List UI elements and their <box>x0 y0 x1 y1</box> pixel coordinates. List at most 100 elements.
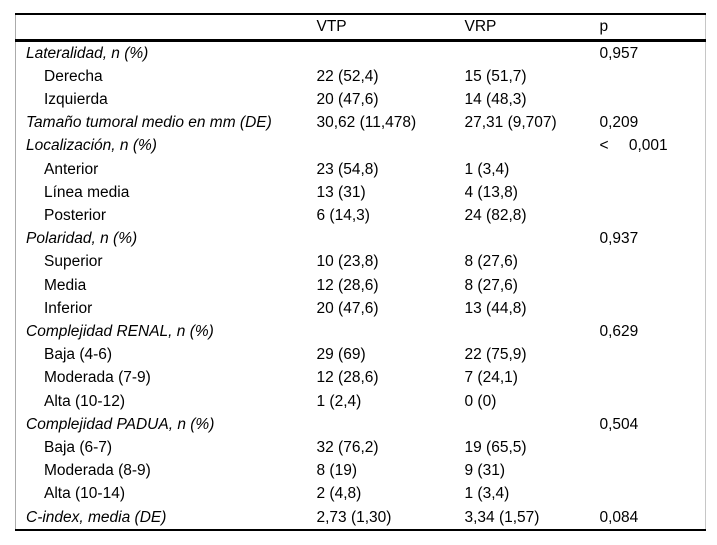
vtp-value: 30,62 (11,478) <box>316 114 417 132</box>
table-row: Anterior 23 (54,8) 1 (3,4) <box>16 158 706 181</box>
p-value <box>600 436 706 459</box>
vtp-value: 20 (47,6) <box>316 299 379 317</box>
table-row: Media 12 (28,6) 8 (27,6) <box>16 274 706 297</box>
vtp-value: 1 (2,4) <box>316 392 362 410</box>
row-label: Moderada (7-9) <box>44 369 151 387</box>
table-row: Izquierda 20 (47,6) 14 (48,3) <box>16 88 706 111</box>
vrp-value: 14 (48,3) <box>464 90 527 108</box>
vtp-value: 12 (28,6) <box>316 369 379 387</box>
vtp-value: 32 (76,2) <box>316 438 379 456</box>
header-vtp: VTP <box>316 14 465 42</box>
table-row: Moderada (8-9) 8 (19) 9 (31) <box>16 459 706 482</box>
vtp-value: 22 (52,4) <box>316 67 379 85</box>
vtp-value: 6 (14,3) <box>316 206 370 224</box>
p-value: 0,937 <box>599 230 639 248</box>
table-body: Lateralidad, n (%) 0,957 Derecha 22 (52,… <box>16 40 706 530</box>
vrp-value <box>465 227 600 250</box>
table-row: Complejidad PADUA, n (%) 0,504 <box>16 413 706 436</box>
table-row: Complejidad RENAL, n (%) 0,629 <box>16 320 706 343</box>
vtp-value: 2 (4,8) <box>316 485 362 503</box>
vrp-value: 22 (75,9) <box>464 346 527 364</box>
vrp-value: 8 (27,6) <box>464 276 518 294</box>
p-value: < 0,001 <box>599 137 668 155</box>
p-value <box>600 158 706 181</box>
table-row: Inferior 20 (47,6) 13 (44,8) <box>16 297 706 320</box>
vrp-value: 0 (0) <box>464 392 497 410</box>
row-label: Superior <box>44 253 103 271</box>
row-label: Tamaño tumoral medio en mm (DE) <box>26 114 272 132</box>
header-row: VTP VRP p <box>15 14 706 42</box>
vrp-value: 19 (65,5) <box>464 438 527 456</box>
row-label: Posterior <box>44 206 107 224</box>
vtp-value <box>317 134 465 157</box>
vtp-value: 20 (47,6) <box>316 90 379 108</box>
vrp-value: 3,34 (1,57) <box>464 508 540 526</box>
vtp-value: 13 (31) <box>316 183 366 201</box>
p-value: 0,957 <box>599 44 639 62</box>
vrp-value <box>465 134 600 157</box>
row-label: Anterior <box>44 160 99 178</box>
header-label-empty <box>15 14 317 42</box>
p-value <box>600 274 706 297</box>
p-value: 0,629 <box>599 322 639 340</box>
row-label: Localización, n (%) <box>26 137 157 155</box>
vtp-value: 12 (28,6) <box>316 276 379 294</box>
p-value <box>600 65 706 88</box>
vtp-value: 8 (19) <box>316 462 358 480</box>
vrp-value: 13 (44,8) <box>464 299 527 317</box>
p-value: 0,084 <box>599 508 639 526</box>
comparison-table: VTP VRP p Lateralidad, n (%) 0,957 Derec… <box>15 13 706 531</box>
table-row: Baja (4-6) 29 (69) 22 (75,9) <box>16 343 706 366</box>
p-value <box>600 482 706 505</box>
vtp-value <box>317 320 465 343</box>
table-row: Baja (6-7) 32 (76,2) 19 (65,5) <box>16 436 706 459</box>
vtp-value: 23 (54,8) <box>316 160 379 178</box>
vrp-value: 27,31 (9,707) <box>464 114 557 132</box>
p-value <box>600 204 706 227</box>
table-row: Derecha 22 (52,4) 15 (51,7) <box>16 65 706 88</box>
row-label: Izquierda <box>44 90 108 108</box>
vtp-value <box>317 227 465 250</box>
p-value <box>600 343 706 366</box>
table-row: Línea media 13 (31) 4 (13,8) <box>16 181 706 204</box>
row-label: Alta (10-12) <box>44 392 125 410</box>
p-value: 0,209 <box>599 114 639 132</box>
row-label: Baja (4-6) <box>44 346 113 364</box>
row-label: Derecha <box>44 67 103 85</box>
p-value <box>600 390 706 413</box>
vtp-value: 29 (69) <box>316 346 366 364</box>
p-value: 0,504 <box>599 415 639 433</box>
row-label: Complejidad RENAL, n (%) <box>26 322 214 340</box>
table-row: Posterior 6 (14,3) 24 (82,8) <box>16 204 706 227</box>
vrp-value: 7 (24,1) <box>464 369 518 387</box>
row-label: Alta (10-14) <box>44 485 125 503</box>
vtp-value <box>317 40 465 65</box>
table-row: C-index, media (DE) 2,73 (1,30) 3,34 (1,… <box>16 506 706 530</box>
row-label: Polaridad, n (%) <box>26 230 138 248</box>
vtp-value <box>317 413 465 436</box>
vrp-value: 9 (31) <box>464 462 506 480</box>
row-label: Baja (6-7) <box>44 438 113 456</box>
table-row: Alta (10-12) 1 (2,4) 0 (0) <box>16 390 706 413</box>
table-row: Tamaño tumoral medio en mm (DE) 30,62 (1… <box>16 111 706 134</box>
table-row: Moderada (7-9) 12 (28,6) 7 (24,1) <box>16 366 706 389</box>
table-row: Superior 10 (23,8) 8 (27,6) <box>16 250 706 273</box>
vtp-value: 2,73 (1,30) <box>316 508 392 526</box>
p-value <box>600 366 706 389</box>
row-label: Moderada (8-9) <box>44 462 151 480</box>
p-value <box>600 297 706 320</box>
vrp-value <box>465 40 600 65</box>
table-row: Alta (10-14) 2 (4,8) 1 (3,4) <box>16 482 706 505</box>
row-label: Lateralidad, n (%) <box>26 44 149 62</box>
p-value <box>600 459 706 482</box>
vrp-value: 24 (82,8) <box>464 206 527 224</box>
vrp-value: 1 (3,4) <box>464 160 510 178</box>
vrp-value <box>465 413 600 436</box>
table-row: Polaridad, n (%) 0,937 <box>16 227 706 250</box>
vrp-value: 4 (13,8) <box>464 183 518 201</box>
row-label: Línea media <box>44 183 130 201</box>
table-row: Localización, n (%) < 0,001 <box>16 134 706 157</box>
p-value <box>600 181 706 204</box>
table-row: Lateralidad, n (%) 0,957 <box>16 40 706 65</box>
vrp-value: 8 (27,6) <box>464 253 518 271</box>
